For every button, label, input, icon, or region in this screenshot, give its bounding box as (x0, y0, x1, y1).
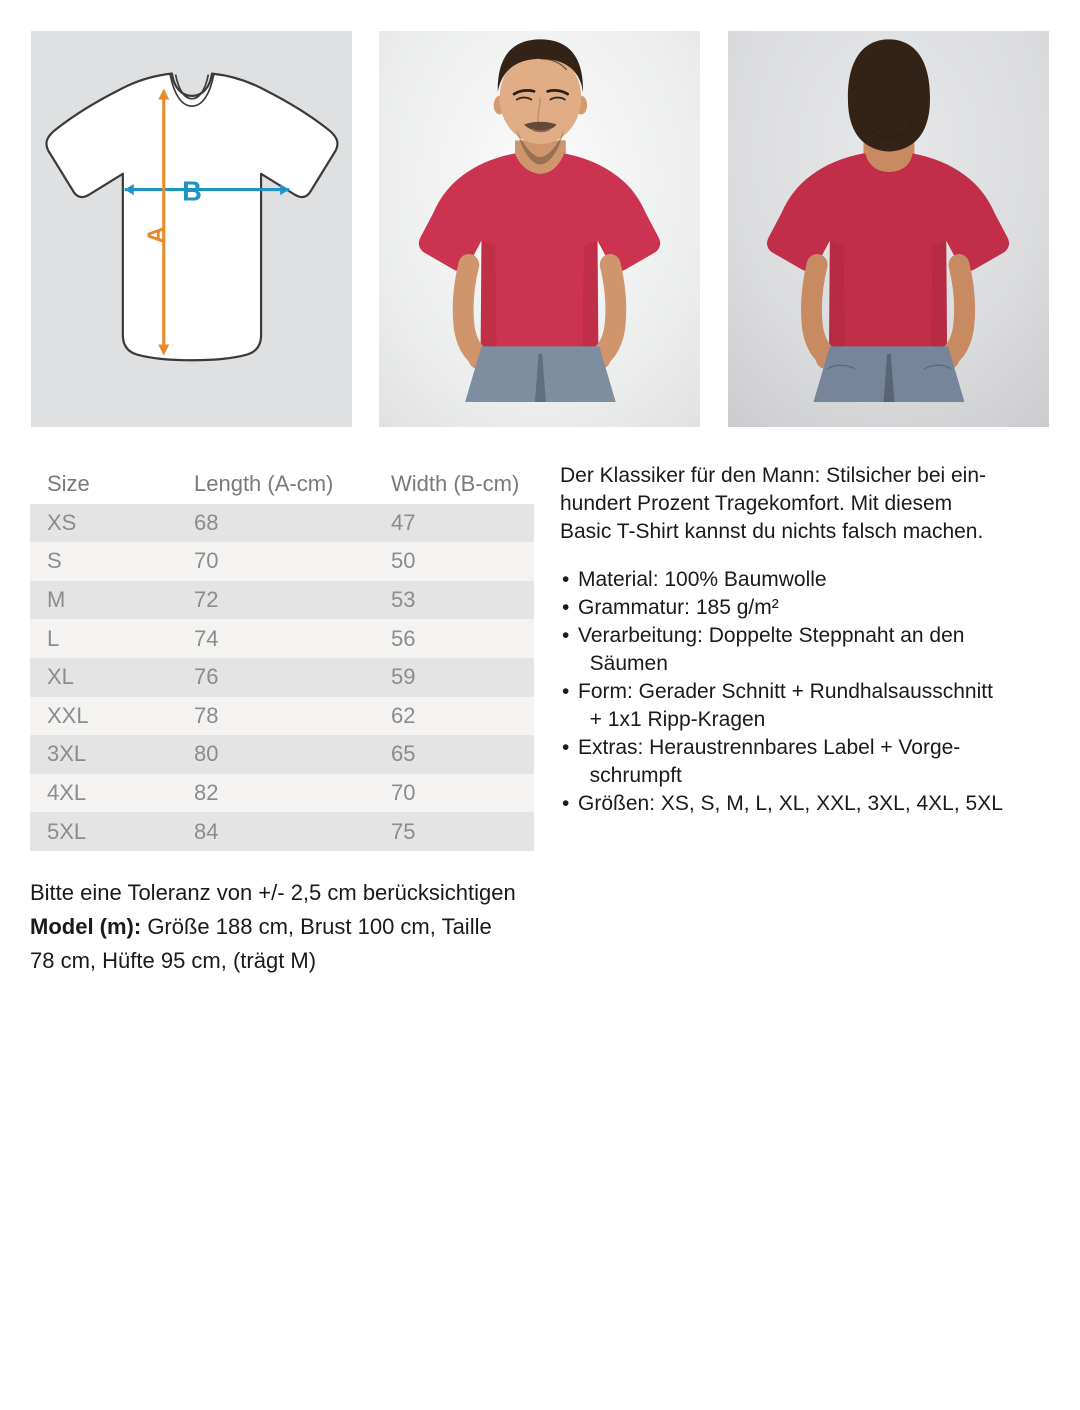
svg-text:A: A (143, 226, 170, 243)
svg-text:B: B (182, 175, 202, 206)
